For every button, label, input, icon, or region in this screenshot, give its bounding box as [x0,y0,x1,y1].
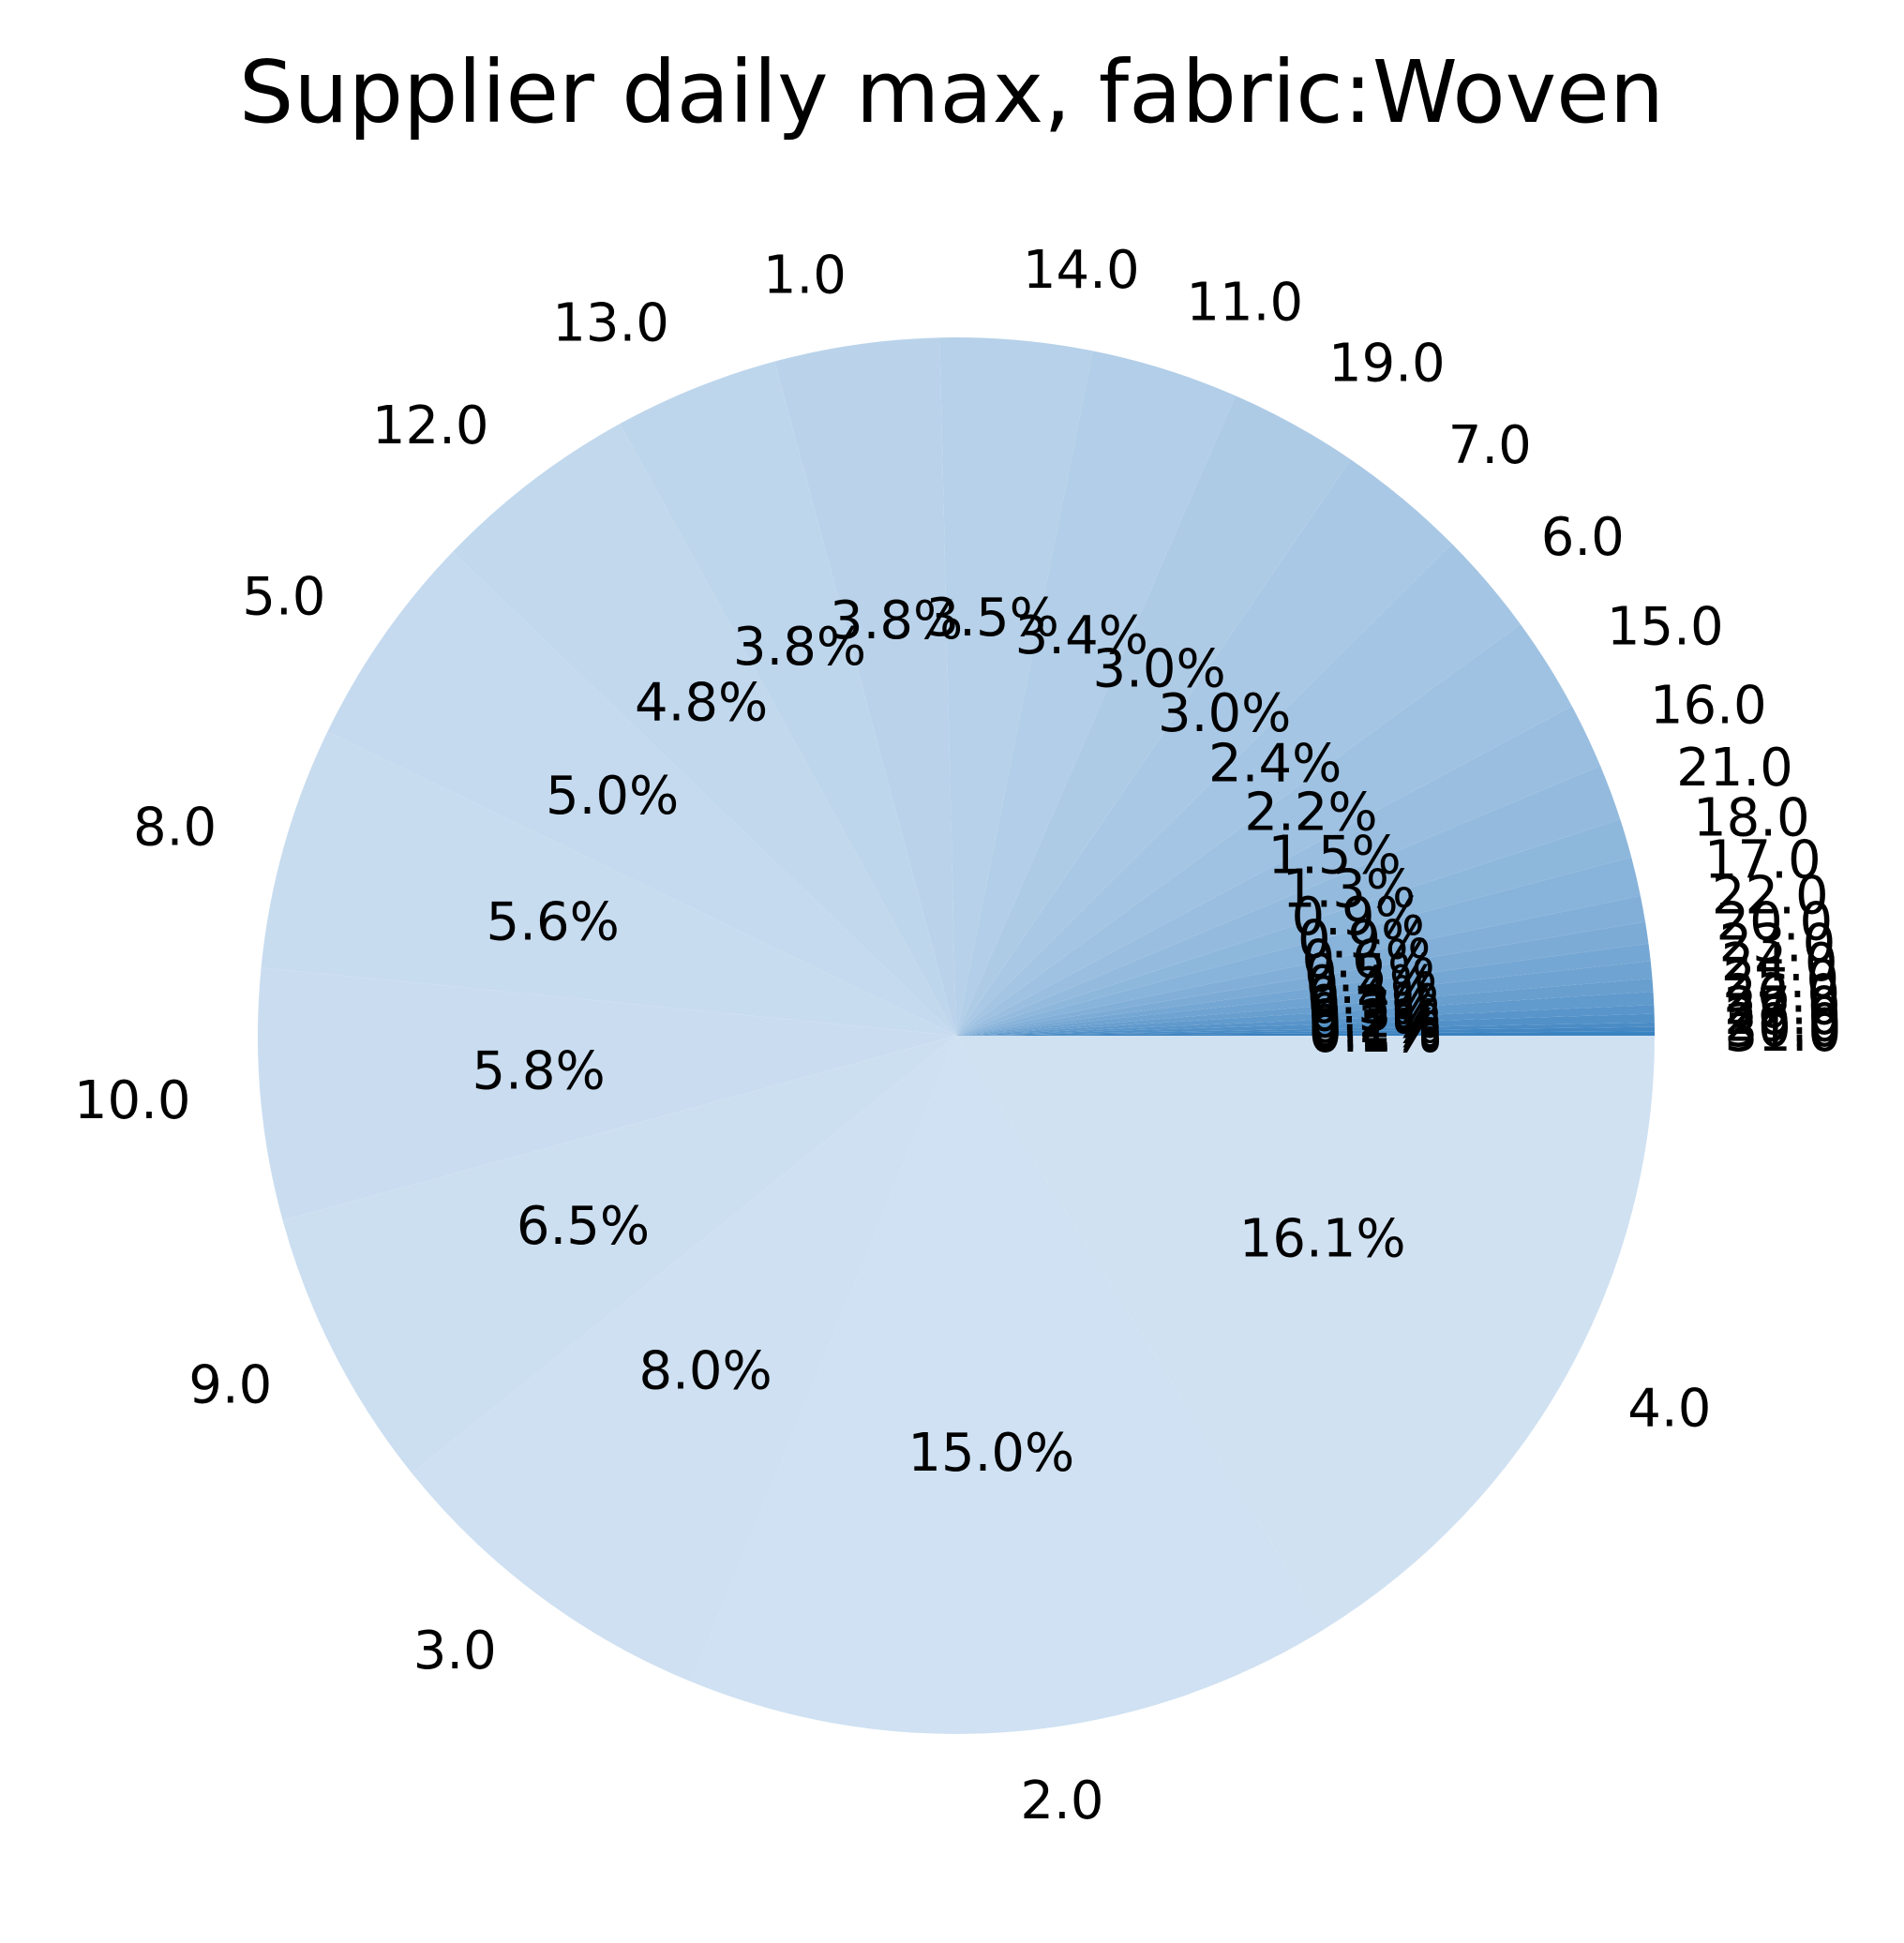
percent-label: 1.3% [1282,859,1416,920]
pie-slice [282,1036,956,1473]
category-label: 11.0 [1186,273,1303,334]
pie-slice [691,1036,1326,1735]
percent-label: 0.1% [1309,1001,1442,1062]
percent-label: 0.9% [1292,887,1425,948]
pie-slice [956,943,1651,1036]
category-label: 2.0 [1020,1771,1103,1831]
category-label: 7.0 [1448,415,1532,476]
pie-slice [956,1005,1655,1036]
percent-label: 8.0% [638,1341,772,1402]
percent-label: 3.0% [1158,683,1291,744]
pie-slice [956,857,1641,1036]
pie-slice [257,967,956,1221]
pie-slice [956,921,1649,1036]
category-label: 4.0 [1627,1379,1711,1440]
percent-label: 15.0% [907,1423,1074,1484]
percent-label: 2.2% [1244,783,1377,844]
pie-slice [261,731,956,1036]
pie-slice [956,1026,1655,1036]
percent-label: 0.1% [1309,999,1442,1060]
category-label: 13.0 [552,292,669,353]
percent-label: 0.5% [1304,944,1437,1005]
category-label: 17.0 [1704,830,1822,891]
pie-slice [774,337,956,1037]
category-label: 10.0 [74,1070,191,1131]
pie-slice [956,992,1655,1036]
category-label: 31.0 [1725,1003,1842,1064]
chart-title: Supplier daily max, fabric:Woven [239,42,1664,142]
category-label: 5.0 [242,566,325,627]
category-label: 29.0 [1724,994,1841,1054]
category-label: 25.0 [1722,949,1839,1010]
category-label: 22.0 [1712,866,1829,927]
percent-label: 0.3% [1308,975,1441,1036]
category-label: 15.0 [1607,597,1724,658]
category-label: 12.0 [372,396,489,456]
pie-slice [956,1013,1655,1036]
percent-label: 3.8% [733,617,866,678]
percent-label: 5.6% [487,892,620,953]
pie-slice [620,361,956,1036]
pie-slice [956,819,1632,1036]
percent-label: 6.5% [517,1196,650,1257]
percent-label: 0.6% [1301,929,1434,990]
pie-slice [956,979,1654,1036]
pie-slice [452,424,956,1036]
category-label: 26.0 [1723,964,1840,1025]
pie-slice [956,351,1236,1036]
pie-slice [956,1036,1655,1629]
pie-slice [956,706,1601,1036]
percent-label: 3.5% [926,588,1059,649]
category-label: 16.0 [1650,675,1767,736]
percent-label: 16.1% [1239,1209,1406,1270]
category-label: 19.0 [1328,334,1446,395]
percent-label: 0.1% [1309,1004,1442,1065]
pie-slice [956,396,1351,1036]
percent-label: 4.8% [635,673,768,734]
percent-label: 3.4% [1015,605,1148,666]
percent-label: 0.3% [1308,983,1441,1044]
category-label: 6.0 [1541,507,1625,568]
category-label: 20.0 [1717,892,1834,953]
category-label: 23.0 [1719,914,1837,975]
percent-label: 5.0% [546,766,679,827]
category-label: 8.0 [133,798,217,859]
percent-label: 0.2% [1309,990,1442,1051]
percent-label: 0.2% [1309,994,1442,1055]
pie-slice [956,623,1572,1036]
category-label: 27.0 [1724,977,1841,1038]
category-label: 18.0 [1693,788,1810,849]
category-label: 21.0 [1676,738,1793,799]
category-label: 3.0 [413,1621,497,1681]
percent-label: 3.8% [830,590,963,651]
percent-label: 0.4% [1307,965,1440,1026]
percent-label: 3.0% [1092,639,1225,700]
pie-slice [956,765,1621,1036]
pie-slice [956,961,1653,1036]
percent-label: 0.9% [1297,910,1431,971]
pie-slice [956,459,1452,1036]
pie-slice [956,1022,1655,1036]
pie-slice [956,895,1646,1036]
pie-slice [327,551,956,1036]
category-label: 28.0 [1724,986,1841,1047]
percent-label: 0.4% [1306,955,1439,1016]
category-label: 24.0 [1721,933,1838,994]
pie-slice [412,1036,956,1682]
percent-label: 1.5% [1267,825,1401,886]
category-labels: 4.0 2.0 3.0 9.0 10.0 8.0 5.0 12.0 13.0 1.0 14.0 11.… [74,240,1841,1831]
category-label: 1.0 [763,245,847,306]
percent-label: 5.8% [472,1041,605,1102]
percent-label: 2.4% [1208,734,1342,795]
pie-slices [257,337,1656,1735]
category-label: 30.0 [1725,998,1842,1059]
category-label: 9.0 [188,1355,272,1416]
pie-slice [956,1031,1656,1036]
pie-slice [956,544,1521,1036]
category-label: 14.0 [1023,240,1140,301]
pie-slice [939,337,1093,1036]
percent-labels: 16.1%15.0%8.0%6.5%5.8%5.6%5.0%4.8%3.8%3.… [472,588,1442,1484]
